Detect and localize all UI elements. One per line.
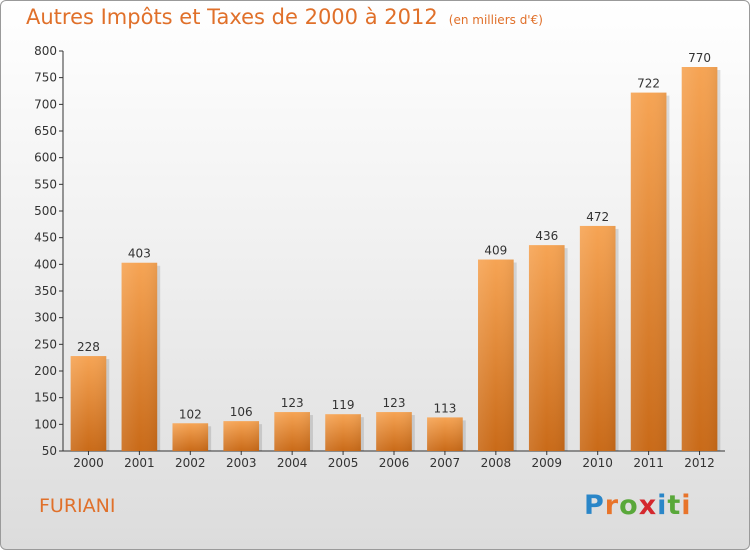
bar-highlight (630, 92, 667, 451)
x-axis: 2000 2001 2002 2003 2004 2005 2006 2007 2008 2009… (63, 450, 725, 470)
logo-letter: i (681, 490, 692, 521)
bar-highlight (223, 421, 260, 451)
bar-highlight (172, 423, 209, 451)
bar-highlight (325, 414, 361, 451)
bar-value-label: 123 (383, 396, 406, 410)
chart-unit-label: (en milliers d'€) (448, 13, 543, 27)
bar-value-label: 770 (688, 51, 711, 65)
x-tick-label: 2010 (582, 456, 613, 470)
bar-highlight (478, 259, 514, 451)
y-tick-label: 50 (42, 444, 57, 458)
y-tick-label: 150 (34, 391, 57, 405)
y-axis: 50 100 150 200 250 300 350 400 450 500 550 600 650 70… (34, 44, 64, 458)
logo-letter: t (667, 490, 682, 521)
chart-title: Autres Impôts et Taxes de 2000 à 2012 (26, 5, 438, 29)
proxiti-logo: Proxiti (584, 490, 692, 521)
bar-series: 228 403 102 106 123 119 123 113 409 436 472 722 770 (70, 51, 721, 451)
bar-highlight (376, 412, 412, 451)
bar-highlight (681, 67, 718, 451)
bar-value-label: 228 (77, 340, 100, 354)
y-tick-label: 800 (34, 44, 57, 58)
logo-letter: r (604, 490, 620, 521)
x-tick-label: 2004 (277, 456, 308, 470)
x-tick-label: 2003 (226, 456, 257, 470)
x-tick-label: 2008 (481, 456, 512, 470)
bar-value-label: 403 (128, 247, 151, 261)
y-tick-label: 300 (34, 311, 57, 325)
bar-value-label: 113 (433, 401, 456, 415)
x-tick-label: 2001 (124, 456, 155, 470)
x-tick-label: 2007 (430, 456, 461, 470)
y-tick-label: 250 (34, 337, 57, 351)
logo-letter: x (638, 490, 658, 521)
bar-highlight (579, 225, 616, 451)
bar-highlight (427, 417, 463, 451)
bar-highlight (121, 262, 158, 451)
bar-value-label: 472 (586, 210, 609, 224)
bar-value-label: 123 (281, 396, 304, 410)
bar-highlight (274, 412, 310, 451)
logo-letter: i (657, 490, 668, 521)
x-tick-label: 2000 (73, 456, 104, 470)
x-tick-label: 2002 (175, 456, 206, 470)
bar-value-label: 102 (179, 407, 202, 421)
bar-value-label: 409 (484, 244, 507, 258)
x-tick-label: 2012 (684, 456, 715, 470)
bar-highlight (528, 245, 565, 451)
bar-value-label: 106 (230, 405, 253, 419)
bar-value-label: 436 (535, 229, 558, 243)
chart-header: Autres Impôts et Taxes de 2000 à 2012 (e… (26, 5, 543, 29)
y-tick-label: 450 (34, 231, 57, 245)
logo-letter: o (619, 490, 639, 521)
y-tick-label: 350 (34, 284, 57, 298)
y-tick-label: 200 (34, 364, 57, 378)
bar-value-label: 119 (332, 398, 355, 412)
y-tick-label: 750 (34, 71, 57, 85)
y-tick-label: 650 (34, 124, 57, 138)
y-tick-label: 400 (34, 257, 57, 271)
y-tick-label: 700 (34, 97, 57, 111)
y-tick-label: 500 (34, 204, 57, 218)
logo-letter: P (584, 490, 605, 521)
y-tick-label: 550 (34, 177, 57, 191)
x-tick-label: 2005 (328, 456, 359, 470)
commune-name: FURIANI (39, 495, 116, 517)
x-tick-label: 2006 (379, 456, 410, 470)
x-tick-label: 2011 (633, 456, 664, 470)
y-tick-label: 600 (34, 151, 57, 165)
x-tick-label: 2009 (531, 456, 562, 470)
y-tick-label: 100 (34, 417, 57, 431)
bar-value-label: 722 (637, 77, 660, 91)
bar-highlight (70, 356, 107, 451)
